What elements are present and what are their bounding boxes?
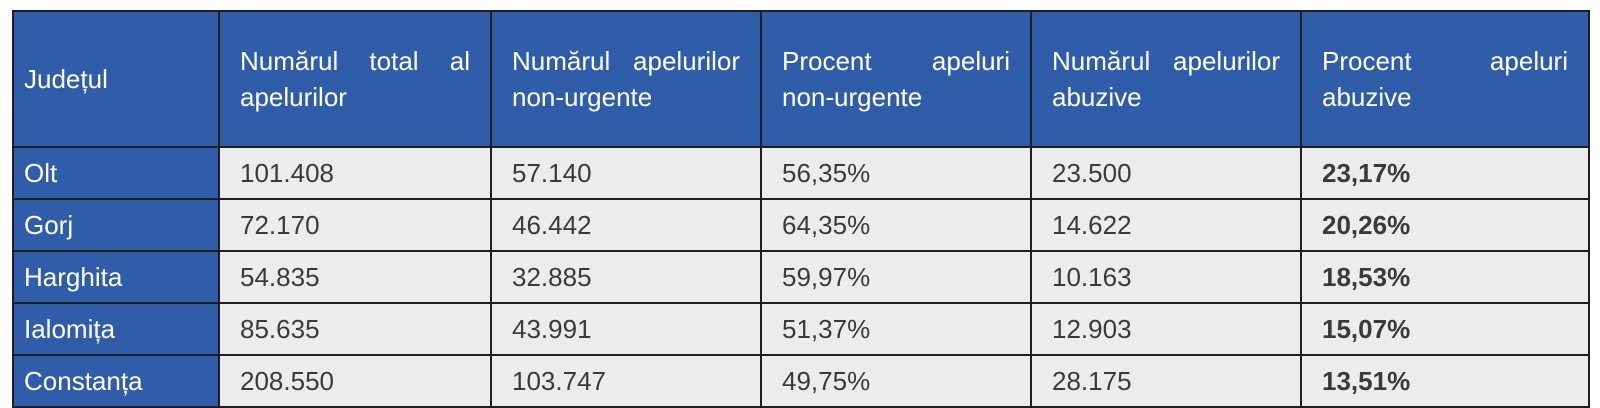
data-cell: 208.550 bbox=[218, 354, 492, 408]
header-cell: Numărul apelurilor abuzive bbox=[1030, 10, 1302, 148]
header-cell: Numărul apelurilor non-urgente bbox=[490, 10, 762, 148]
data-cell: 10.163 bbox=[1030, 250, 1302, 304]
data-cell: 54.835 bbox=[218, 250, 492, 304]
data-cell: 12.903 bbox=[1030, 302, 1302, 356]
data-cell: 72.170 bbox=[218, 198, 492, 252]
header-cell: Procent apeluri abuzive bbox=[1300, 10, 1590, 148]
data-cell: 23.500 bbox=[1030, 146, 1302, 200]
county-cell: Constanța bbox=[12, 354, 220, 408]
data-cell: 57.140 bbox=[490, 146, 762, 200]
data-cell: 14.622 bbox=[1030, 198, 1302, 252]
header-cell: Numărul total al apelurilor bbox=[218, 10, 492, 148]
table-row: Olt 101.408 57.140 56,35% 23.500 23,17% bbox=[12, 146, 1590, 200]
table-body: Olt 101.408 57.140 56,35% 23.500 23,17% Gorj 72… bbox=[12, 146, 1590, 408]
data-cell: 43.991 bbox=[490, 302, 762, 356]
data-cell: 13,51% bbox=[1300, 354, 1590, 408]
county-cell: Ialomița bbox=[12, 302, 220, 356]
data-cell: 15,07% bbox=[1300, 302, 1590, 356]
table-row: Ialomița 85.635 43.991 51,37% 12.903 15,07% bbox=[12, 302, 1590, 356]
data-cell: 103.747 bbox=[490, 354, 762, 408]
data-cell: 18,53% bbox=[1300, 250, 1590, 304]
data-cell: 28.175 bbox=[1030, 354, 1302, 408]
header-cell: Procent apeluri non-urgente bbox=[760, 10, 1032, 148]
data-cell: 64,35% bbox=[760, 198, 1032, 252]
table-row: Constanța 208.550 103.747 49,75% 28.175 13,51… bbox=[12, 354, 1590, 408]
data-cell: 20,26% bbox=[1300, 198, 1590, 252]
data-cell: 32.885 bbox=[490, 250, 762, 304]
data-cell: 46.442 bbox=[490, 198, 762, 252]
data-table: Județul Numărul total al apelurilor Număru… bbox=[12, 10, 1590, 408]
data-cell: 23,17% bbox=[1300, 146, 1590, 200]
data-cell: 51,37% bbox=[760, 302, 1032, 356]
data-cell: 85.635 bbox=[218, 302, 492, 356]
header-cell: Județul bbox=[12, 10, 220, 148]
county-cell: Harghita bbox=[12, 250, 220, 304]
data-cell: 49,75% bbox=[760, 354, 1032, 408]
table-row: Gorj 72.170 46.442 64,35% 14.622 20,26% bbox=[12, 198, 1590, 252]
county-cell: Olt bbox=[12, 146, 220, 200]
table-row: Harghita 54.835 32.885 59,97% 10.163 18,53% bbox=[12, 250, 1590, 304]
county-cell: Gorj bbox=[12, 198, 220, 252]
header-row: Județul Numărul total al apelurilor Număru… bbox=[12, 10, 1590, 148]
data-cell: 56,35% bbox=[760, 146, 1032, 200]
data-cell: 59,97% bbox=[760, 250, 1032, 304]
data-cell: 101.408 bbox=[218, 146, 492, 200]
